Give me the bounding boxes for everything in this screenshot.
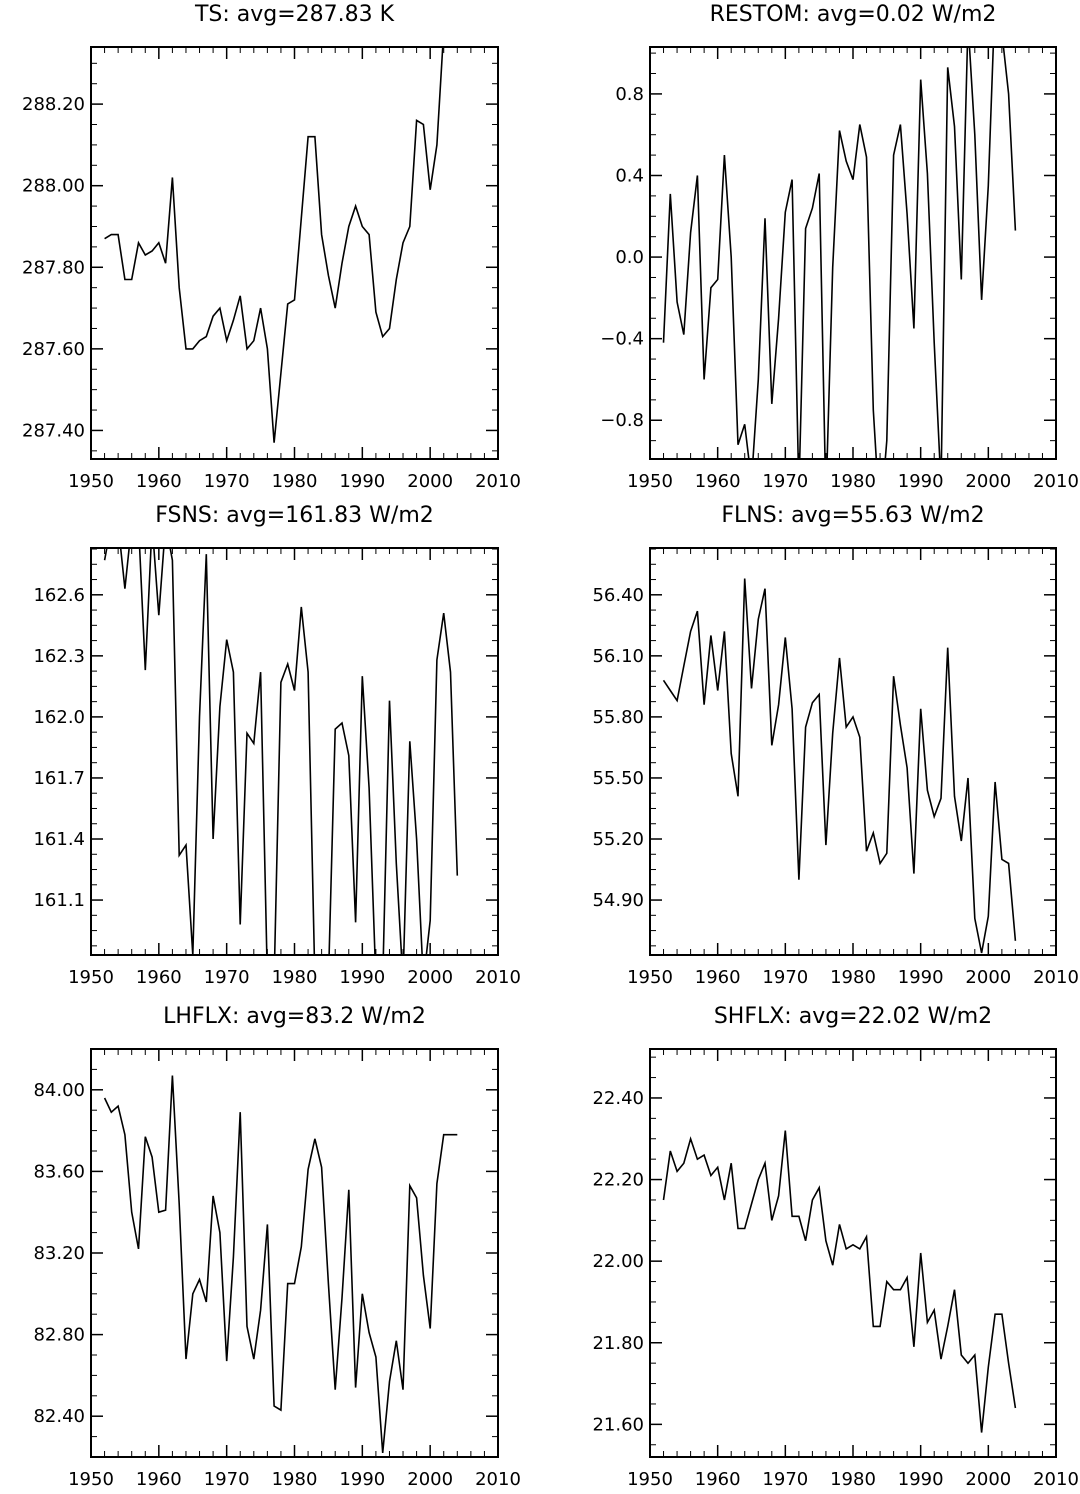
- plot-frame: [90, 547, 499, 956]
- x-tick-label: 2010: [1033, 967, 1079, 988]
- y-tick-label: 0.0: [615, 247, 644, 268]
- y-tick-label: 55.80: [592, 707, 644, 728]
- x-tick-label: 1990: [339, 1469, 385, 1490]
- y-tick-label: 161.7: [33, 768, 85, 789]
- y-tick-label: 0.8: [615, 84, 644, 105]
- series-line: [103, 548, 459, 955]
- chart-panel-3: FSNS: avg=161.83 W/m2 1950 1960 1970 1980 199…: [33, 503, 520, 988]
- y-tick-label: −0.8: [600, 410, 644, 431]
- plot-frame: [649, 1048, 1057, 1458]
- x-tick-label: 1960: [695, 967, 741, 988]
- chart-panel-4: FLNS: avg=55.63 W/m2 1950 1960 1970 1980 1990…: [592, 503, 1078, 988]
- x-tick-label: 1990: [898, 967, 944, 988]
- x-tick-label: 1970: [204, 1469, 250, 1490]
- x-tick-label: 1970: [762, 967, 808, 988]
- y-tick-label: 55.20: [592, 829, 644, 850]
- y-tick-label: 21.60: [592, 1414, 644, 1435]
- x-tick-label: 1970: [762, 1469, 808, 1490]
- y-tick-label: 162.0: [33, 707, 85, 728]
- series-line: [662, 47, 1017, 459]
- x-tick-label: 2010: [1033, 471, 1079, 492]
- x-tick-label: 2000: [407, 471, 453, 492]
- plot-frame: [649, 46, 1057, 460]
- x-tick-label: 1980: [272, 1469, 318, 1490]
- x-tick-label: 1990: [898, 471, 944, 492]
- chart-title: RESTOM: avg=0.02 W/m2: [710, 2, 997, 27]
- y-tick-label: 22.20: [592, 1170, 644, 1191]
- plot-frame: [649, 547, 1057, 956]
- x-tick-label: 1990: [339, 967, 385, 988]
- y-tick-label: 161.1: [33, 890, 85, 911]
- x-tick-label: 2000: [965, 471, 1011, 492]
- chart-title: LHFLX: avg=83.2 W/m2: [163, 1004, 426, 1029]
- x-tick-label: 1970: [204, 471, 250, 492]
- x-tick-label: 1950: [68, 1469, 114, 1490]
- y-tick-label: 82.80: [33, 1325, 85, 1346]
- x-tick-label: 1960: [136, 1469, 182, 1490]
- x-tick-label: 2000: [407, 967, 453, 988]
- y-tick-label: 287.60: [22, 339, 85, 360]
- y-tick-label: 288.00: [22, 176, 85, 197]
- y-tick-label: 56.10: [592, 646, 644, 667]
- x-tick-label: 2010: [475, 471, 521, 492]
- x-tick-label: 1980: [272, 967, 318, 988]
- y-tick-label: 55.50: [592, 768, 644, 789]
- chart-title: FLNS: avg=55.63 W/m2: [721, 503, 984, 528]
- y-tick-label: 21.80: [592, 1333, 644, 1354]
- x-tick-label: 1960: [695, 1469, 741, 1490]
- x-tick-label: 1980: [830, 967, 876, 988]
- x-tick-label: 1950: [627, 967, 673, 988]
- y-tick-label: 0.4: [615, 165, 644, 186]
- y-tick-label: 83.60: [33, 1161, 85, 1182]
- chart-panel-2: RESTOM: avg=0.02 W/m2 1950 1960 1970 1980 199…: [600, 2, 1079, 492]
- y-tick-label: 288.20: [22, 94, 85, 115]
- x-tick-label: 2000: [407, 1469, 453, 1490]
- y-tick-label: 82.40: [33, 1406, 85, 1427]
- x-tick-label: 2000: [965, 1469, 1011, 1490]
- y-tick-label: 22.40: [592, 1088, 644, 1109]
- chart-title: SHFLX: avg=22.02 W/m2: [714, 1004, 992, 1029]
- x-tick-label: 1990: [898, 1469, 944, 1490]
- x-tick-label: 1960: [695, 471, 741, 492]
- x-tick-label: 2010: [1033, 1469, 1079, 1490]
- x-tick-label: 2010: [475, 967, 521, 988]
- y-tick-label: 56.40: [592, 585, 644, 606]
- series-line: [662, 1130, 1017, 1433]
- y-tick-label: 161.4: [33, 829, 85, 850]
- y-tick-label: 287.40: [22, 420, 85, 441]
- y-tick-label: 162.3: [33, 646, 85, 667]
- series-line: [662, 578, 1017, 954]
- y-tick-label: 162.6: [33, 585, 85, 606]
- series-line: [103, 1075, 458, 1453]
- x-tick-label: 1980: [272, 471, 318, 492]
- plot-frame: [90, 46, 499, 460]
- x-tick-label: 1980: [830, 1469, 876, 1490]
- y-tick-label: 83.20: [33, 1243, 85, 1264]
- y-tick-label: 22.00: [592, 1251, 644, 1272]
- y-tick-label: 287.80: [22, 257, 85, 278]
- chart-title: FSNS: avg=161.83 W/m2: [155, 503, 434, 528]
- plot-frame: [90, 1048, 499, 1458]
- chart-panel-5: LHFLX: avg=83.2 W/m2 1950 1960 1970 1980 1990…: [33, 1004, 520, 1490]
- chart-panel-1: TS: avg=287.83 K 1950 1960 1970 1980 1990 2000…: [22, 2, 521, 492]
- x-tick-label: 2010: [475, 1469, 521, 1490]
- x-tick-label: 1970: [762, 471, 808, 492]
- x-tick-label: 1960: [136, 471, 182, 492]
- chart-title: TS: avg=287.83 K: [194, 2, 395, 27]
- x-tick-label: 1960: [136, 967, 182, 988]
- y-tick-label: −0.4: [600, 329, 644, 350]
- x-tick-label: 1950: [627, 1469, 673, 1490]
- x-tick-label: 2000: [965, 967, 1011, 988]
- x-tick-label: 1950: [68, 967, 114, 988]
- x-tick-label: 1980: [830, 471, 876, 492]
- y-tick-label: 54.90: [592, 890, 644, 911]
- x-tick-label: 1950: [68, 471, 114, 492]
- series-line: [104, 47, 444, 443]
- y-tick-label: 84.00: [33, 1080, 85, 1101]
- x-tick-label: 1970: [204, 967, 250, 988]
- x-tick-label: 1990: [339, 471, 385, 492]
- x-tick-label: 1950: [627, 471, 673, 492]
- chart-panel-6: SHFLX: avg=22.02 W/m2 1950 1960 1970 1980 199…: [592, 1004, 1078, 1490]
